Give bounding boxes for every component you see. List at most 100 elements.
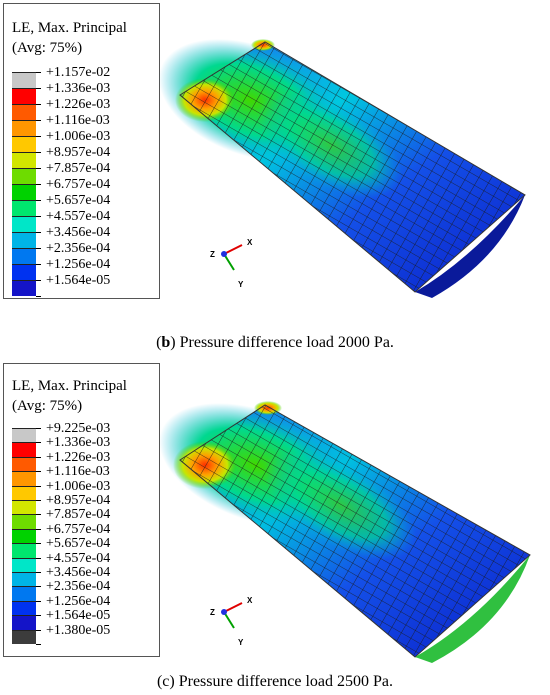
color-band	[12, 456, 36, 472]
caption-letter: c	[162, 673, 170, 690]
color-band	[12, 615, 36, 630]
scale-label: +1.564e-05	[46, 273, 111, 288]
scale-label: +1.564e-05	[46, 608, 111, 624]
color-band	[12, 216, 36, 232]
axis-y-label: Y	[238, 638, 244, 647]
scale-label: +1.256e-04	[46, 257, 111, 272]
scale-tick	[36, 543, 41, 545]
scale-tick	[36, 168, 41, 169]
color-band	[12, 120, 36, 136]
color-band	[12, 528, 36, 544]
axis-x-label: X	[247, 238, 253, 247]
scale-label: +7.857e-04	[46, 507, 111, 523]
color-band	[12, 442, 36, 457]
scale-tick	[36, 248, 41, 249]
color-band	[12, 104, 36, 120]
scale-tick	[36, 485, 41, 487]
color-band	[12, 485, 36, 500]
caption-text: Pressure difference load 2500 Pa.	[174, 673, 394, 690]
scale-tick	[36, 514, 41, 516]
scale-tick	[36, 104, 41, 105]
color-band	[12, 264, 36, 280]
scale-tick	[36, 456, 41, 458]
caption-c: (c) Pressure difference load 2500 Pa.	[156, 673, 394, 690]
scale-label: +9.225e-03	[46, 421, 111, 436]
color-band	[12, 471, 36, 486]
scale-tick	[36, 442, 41, 444]
color-band	[12, 248, 36, 264]
axis-y-label: Y	[238, 280, 244, 289]
scale-tick	[36, 615, 41, 617]
scale-tick	[36, 232, 41, 233]
axis-z-label: Z	[210, 250, 215, 259]
scale-tick	[36, 264, 41, 265]
scale-label: +1.336e-03	[46, 81, 111, 96]
scale-label: +1.116e-03	[46, 113, 110, 128]
color-band	[12, 557, 36, 572]
color-band	[12, 514, 36, 529]
scale-tick	[36, 120, 41, 121]
axis-z-label: Z	[210, 608, 215, 617]
scale-tick	[36, 136, 41, 137]
color-band	[12, 200, 36, 216]
scale-label: +5.657e-04	[46, 193, 111, 208]
scale-label: +1.006e-03	[46, 129, 111, 144]
legend-panel-c: LE, Max. Principal (Avg: 75%) +9.225e-03…	[3, 363, 160, 657]
scale-tick	[36, 586, 41, 588]
scale-tick	[36, 644, 41, 645]
color-band	[12, 572, 36, 587]
color-band	[12, 88, 36, 104]
legend-panel-b: LE, Max. Principal (Avg: 75%) +1.157e-02…	[3, 3, 160, 299]
scale-label: +6.757e-04	[46, 521, 111, 537]
color-band	[12, 586, 36, 601]
scale-label: +1.336e-03	[46, 435, 111, 451]
scale-label: +1.006e-03	[46, 478, 111, 494]
scale-tick	[36, 528, 41, 530]
color-band	[12, 168, 36, 184]
color-band	[12, 500, 36, 515]
scale-label: +5.657e-04	[46, 536, 111, 552]
scale-tick	[36, 471, 41, 473]
scale-label: +3.456e-04	[46, 565, 111, 580]
scale-label: +8.957e-04	[46, 493, 111, 508]
color-band	[12, 72, 36, 88]
scale-label: +1.157e-02	[46, 65, 111, 80]
scale-label: +6.757e-04	[46, 177, 111, 192]
axis-triad-c: Z X Y	[210, 590, 260, 650]
scale-label: +1.380e-05	[46, 622, 111, 638]
color-band	[12, 629, 36, 644]
scale-label: +7.857e-04	[46, 161, 111, 176]
scale-tick	[36, 280, 41, 281]
scale-tick	[36, 600, 41, 602]
axis-triad-b: Z X Y	[210, 232, 260, 292]
scale-tick	[36, 200, 41, 201]
scale-tick	[36, 216, 41, 217]
legend-title: LE, Max. Principal	[12, 20, 127, 36]
scale-label: +2.356e-04	[46, 241, 111, 256]
color-band	[12, 543, 36, 558]
axis-x-label: X	[247, 596, 253, 605]
legend-title: LE, Max. Principal	[12, 378, 127, 394]
scale-tick	[36, 184, 41, 185]
scale-tick	[36, 152, 41, 153]
wing-mesh-contour-b	[158, 38, 526, 298]
legend-subtitle: (Avg: 75%)	[12, 40, 83, 56]
color-band	[12, 600, 36, 616]
scale-label: +1.256e-04	[46, 593, 111, 609]
scale-tick	[36, 428, 41, 429]
legend-subtitle: (Avg: 75%)	[12, 398, 83, 414]
scale-label: +8.957e-04	[46, 145, 111, 160]
scale-tick	[36, 72, 41, 73]
scale-label: +2.356e-04	[46, 579, 111, 595]
scale-tick	[36, 572, 41, 573]
caption-letter: b	[161, 334, 171, 351]
scale-label: +4.557e-04	[46, 550, 111, 566]
wing-mesh-contour-c	[159, 401, 531, 663]
scale-tick	[36, 88, 41, 89]
caption-text: Pressure difference load 2000 Pa.	[175, 334, 394, 351]
color-band	[12, 280, 36, 296]
scale-tick	[36, 629, 41, 631]
color-band	[12, 152, 36, 168]
scale-label: +1.116e-03	[46, 464, 110, 480]
color-band	[12, 428, 36, 443]
